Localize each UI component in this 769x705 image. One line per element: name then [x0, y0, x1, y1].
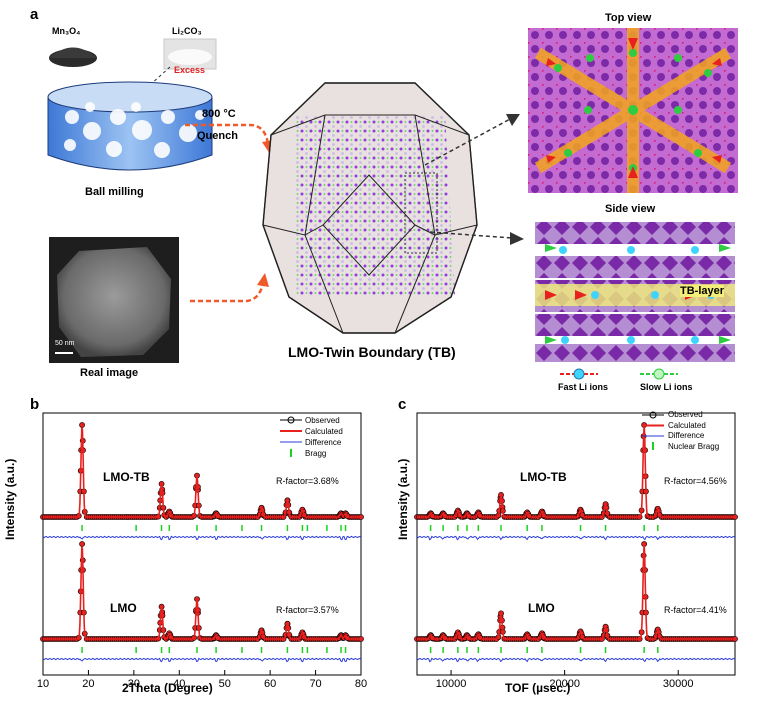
difference-line [42, 657, 362, 663]
chart-b-series-lmo-tb [40, 422, 364, 541]
chart-b [40, 412, 364, 676]
chart-b-legend-marks [280, 416, 302, 457]
chart-c-legend: Observed Calculated Difference Nuclear B… [668, 410, 719, 452]
mn3o4-pile-top [49, 47, 97, 58]
x-tick-label: 30 [127, 678, 140, 690]
x-tick-label: 10000 [435, 678, 467, 690]
chart-b-lower-sample: LMO [110, 601, 137, 615]
chart-b-ylabel: Intensity (a.u.) [3, 458, 17, 540]
difference-line [416, 657, 736, 663]
scale-bar-label: 50 nm [55, 340, 75, 347]
calculated-line [43, 546, 361, 640]
chart-c-upper-rfactor: R-factor=4.56% [664, 476, 727, 486]
legend-c-observed-icon [649, 411, 657, 419]
chart-b-upper-sample: LMO-TB [103, 470, 150, 484]
li2co3-label: Li₂CO₃ [172, 26, 202, 36]
legend-c-observed: Observed [668, 410, 703, 419]
chart-c-upper-sample: LMO-TB [520, 470, 567, 484]
legend-c-calculated: Calculated [668, 420, 706, 430]
image-arrow [190, 273, 269, 303]
ball-milling-jar [47, 66, 213, 171]
side-view-label: Side view [605, 203, 656, 215]
panel-c-label: c [398, 396, 407, 413]
calculated-line [417, 544, 735, 640]
x-tick-label: 80 [354, 678, 368, 690]
top-view-image [528, 28, 738, 193]
top-view-label: Top view [605, 12, 652, 24]
legend-b-calculated: Calculated [305, 427, 343, 436]
chart-c-series-lmo-tb [414, 422, 738, 541]
chart-c [414, 412, 738, 676]
excess-label: Excess [174, 65, 206, 75]
x-tick-label: 50 [218, 678, 231, 690]
x-tick-label: 20 [82, 678, 95, 690]
observed-peak-point [79, 541, 85, 547]
fast-li-label: Fast Li ions [558, 382, 609, 392]
chart-b-frame [42, 412, 362, 676]
chart-c-lower-sample: LMO [528, 601, 555, 615]
li2co3-powder [168, 49, 212, 65]
mn3o4-label: Mn₃O₄ [52, 26, 81, 36]
crystal-title: LMO-Twin Boundary (TB) [288, 344, 456, 360]
precursor-piles [49, 38, 217, 70]
panel-b-label: b [30, 396, 40, 413]
chart-b-series-lmo [40, 541, 364, 663]
x-tick-label: 20000 [549, 678, 580, 690]
calculated-line [43, 427, 361, 518]
process-temp-label: 800 °C [202, 108, 236, 120]
x-tick-label: 70 [309, 678, 322, 690]
observed-peak-point [79, 422, 85, 428]
legend-observed-icon [287, 416, 295, 424]
chart-c-legend-marks [642, 411, 664, 450]
panel-a-label: a [30, 6, 39, 23]
chart-c-series-lmo [414, 541, 738, 663]
chart-c-ylabel: Intensity (a.u.) [396, 458, 410, 540]
ball-milling-label: Ball milling [85, 186, 144, 198]
difference-line [42, 535, 362, 541]
lmo-tb-crystal [262, 82, 478, 334]
x-tick-label: 30000 [662, 678, 694, 690]
legend-b-observed: Observed [305, 416, 340, 425]
chart-b-xlabel: 2Theta (Degree) [122, 681, 213, 695]
tem-image: 50 nm [49, 237, 179, 363]
x-tick-label: 40 [173, 678, 186, 690]
legend-c-bragg: Nuclear Bragg [668, 441, 720, 451]
chart-b-upper-rfactor: R-factor=3.68% [276, 476, 339, 486]
milling-balls [64, 102, 205, 158]
x-tick-label: 60 [264, 678, 277, 690]
chart-c-xlabel: TOF (µsec.) [505, 681, 571, 695]
li-ion-legend-marks [560, 368, 678, 380]
process-step-label: Quench [197, 130, 238, 142]
legend-b-difference: Difference [305, 438, 342, 447]
difference-line [416, 535, 736, 541]
chart-b-legend: Observed Calculated Difference Bragg [305, 415, 343, 459]
view-arrows [424, 114, 524, 245]
x-tick-label: 10 [36, 678, 50, 690]
real-image-label: Real image [80, 367, 139, 379]
slow-li-label: Slow Li ions [640, 382, 693, 392]
chart-c-frame [416, 412, 736, 676]
legend-b-bragg: Bragg [305, 449, 327, 458]
tb-layer-label: TB-layer [680, 285, 725, 297]
chart-b-lower-rfactor: R-factor=3.57% [276, 605, 339, 615]
chart-c-lower-rfactor: R-factor=4.41% [664, 605, 727, 615]
calculated-line [417, 425, 735, 518]
legend-c-difference: Difference [668, 431, 705, 440]
